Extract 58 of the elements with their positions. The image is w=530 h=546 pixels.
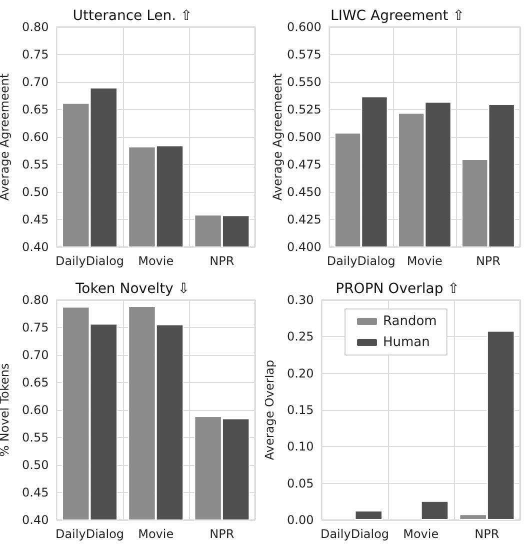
y-tick-label: 0.575 <box>286 48 322 62</box>
y-tick-label: 0.80 <box>22 20 49 34</box>
y-tick-label: 0.65 <box>22 102 49 116</box>
y-tick-label: 0.00 <box>287 513 314 527</box>
y-tick-label: 0.05 <box>287 476 314 490</box>
legend-label: Random <box>383 314 437 329</box>
y-tick-label: 0.550 <box>286 75 322 89</box>
y-axis-title: Average Agreemeent <box>270 73 284 201</box>
x-tick-label: Movie <box>138 254 174 268</box>
y-tick-label: 0.25 <box>287 330 314 344</box>
y-tick-label: 0.60 <box>22 403 49 417</box>
x-tick-label: NPR <box>210 527 234 541</box>
y-tick-label: 0.10 <box>287 440 314 454</box>
y-tick-label: 0.70 <box>22 348 49 362</box>
chart-title: Token Novelty ⇩ <box>74 281 190 297</box>
x-tick-label: DailyDialog <box>55 527 124 541</box>
y-tick-label: 0.525 <box>286 102 322 116</box>
y-tick-label: 0.65 <box>22 376 49 390</box>
x-tick-label: DailyDialog <box>320 527 390 541</box>
y-tick-label: 0.40 <box>22 513 49 527</box>
y-tick-label: 0.500 <box>286 130 322 144</box>
y-tick-label: 0.20 <box>287 366 314 380</box>
y-tick-label: 0.30 <box>287 293 314 307</box>
y-tick-label: 0.75 <box>22 48 49 62</box>
x-tick-label: Movie <box>406 254 442 268</box>
x-tick-label: DailyDialog <box>55 254 124 268</box>
y-axis-title: Average Overlap <box>262 360 277 460</box>
chart-title: PROPN Overlap ⇧ <box>336 281 460 297</box>
x-tick-label: DailyDialog <box>326 254 396 268</box>
x-tick-label: NPR <box>210 254 234 268</box>
x-tick-label: NPR <box>474 527 500 541</box>
y-tick-label: 0.70 <box>22 75 49 89</box>
y-tick-label: 0.80 <box>22 293 49 307</box>
y-tick-label: 0.600 <box>286 20 322 34</box>
bar <box>354 510 383 520</box>
y-tick-label: 0.50 <box>22 458 49 472</box>
x-tick-label: Movie <box>403 527 439 541</box>
bar <box>420 500 449 520</box>
y-tick-label: 0.45 <box>22 486 49 500</box>
x-tick-label: Movie <box>138 527 174 541</box>
y-tick-label: 0.15 <box>287 403 314 417</box>
y-tick-label: 0.60 <box>22 130 49 144</box>
y-tick-label: 0.55 <box>22 430 49 444</box>
y-axis-title: % Novel Tokens <box>0 363 12 457</box>
y-tick-label: 0.475 <box>286 158 322 172</box>
chart-title: LIWC Agreement ⇧ <box>330 8 464 24</box>
y-tick-label: 0.50 <box>22 185 49 199</box>
y-tick-label: 0.425 <box>286 212 322 226</box>
y-tick-label: 0.40 <box>22 240 49 254</box>
y-tick-label: 0.400 <box>286 240 322 254</box>
chart-title: Utterance Len. ⇧ <box>72 8 192 24</box>
x-tick-label: NPR <box>476 254 501 268</box>
y-tick-label: 0.55 <box>22 158 49 172</box>
y-tick-label: 0.450 <box>286 185 322 199</box>
legend-label: Human <box>383 335 430 350</box>
y-axis-title: Average Agreemeent <box>0 73 12 201</box>
y-tick-label: 0.45 <box>22 212 49 226</box>
y-tick-label: 0.75 <box>22 320 49 334</box>
